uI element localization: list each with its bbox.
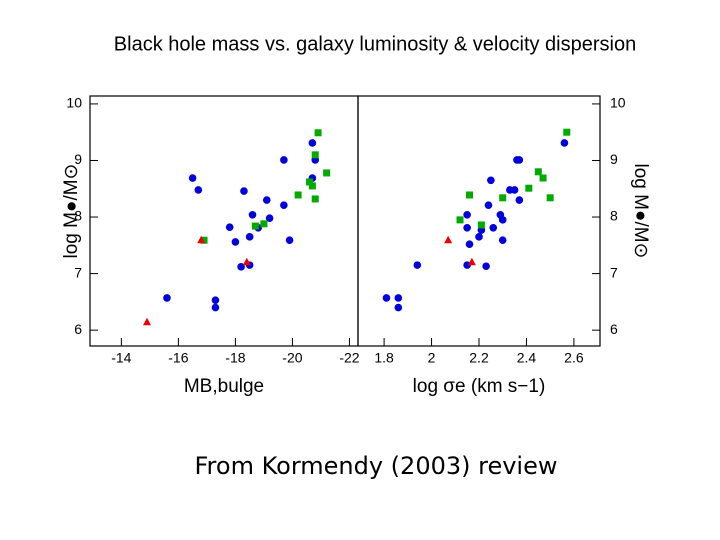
y-tick-label: 9 (610, 151, 618, 167)
data-point (394, 294, 403, 302)
y-tick-label: 6 (74, 321, 82, 337)
data-point (211, 296, 220, 304)
data-point (245, 233, 254, 241)
data-point (143, 317, 152, 326)
data-point (413, 261, 422, 269)
data-point (306, 178, 314, 186)
data-point (539, 174, 547, 182)
data-point (498, 236, 507, 245)
data-point (248, 210, 257, 219)
data-point (444, 235, 453, 244)
data-point (546, 194, 554, 202)
data-point (311, 195, 319, 203)
data-point (237, 263, 245, 271)
data-point (242, 257, 251, 266)
data-point (456, 216, 464, 224)
data-point (188, 174, 197, 182)
data-point (308, 139, 317, 147)
x-tick-label: 2 (428, 350, 436, 366)
data-point (294, 191, 302, 199)
data-point (525, 184, 533, 192)
data-point (323, 169, 331, 177)
data-point (467, 257, 476, 266)
data-point (285, 236, 294, 245)
x-tick-label: 2.2 (469, 350, 489, 366)
y-tick-label: 7 (610, 264, 618, 280)
y-axis-label: log M●/M⊙ (630, 164, 651, 259)
data-point (280, 201, 288, 209)
data-point (463, 210, 471, 219)
data-point (482, 262, 490, 271)
data-point (262, 196, 271, 204)
data-point (308, 182, 316, 190)
slide-title: Black hole mass vs. galaxy luminosity & … (114, 33, 636, 55)
data-point (200, 236, 208, 244)
data-point (280, 156, 288, 164)
y-tick-label: 8 (610, 208, 618, 224)
y-tick-label: 10 (66, 95, 82, 111)
data-point (489, 223, 498, 232)
x-axis-label: log σe (km s−1) (413, 376, 546, 397)
data-point (484, 201, 493, 209)
data-point (260, 220, 268, 228)
x-tick-label: -22 (339, 350, 359, 366)
data-point (563, 128, 571, 136)
data-point (311, 151, 319, 159)
x-tick-label: -18 (225, 350, 245, 366)
data-point (382, 294, 391, 302)
data-point (487, 176, 495, 185)
data-point (211, 303, 220, 312)
data-point (465, 240, 474, 248)
y-tick-label: 9 (74, 151, 82, 167)
caption: From Kormendy (2003) review (195, 452, 558, 480)
data-point (240, 187, 248, 195)
data-point (314, 129, 322, 137)
x-axis-label: MB,bulge (184, 376, 264, 397)
data-point (194, 186, 203, 194)
x-tick-label: 2.4 (517, 350, 537, 366)
data-point (534, 168, 542, 176)
y-tick-label: 7 (74, 264, 82, 280)
data-point (251, 222, 259, 230)
data-point (225, 223, 234, 232)
data-point (466, 191, 474, 199)
data-point (394, 303, 403, 312)
data-point (515, 196, 524, 204)
data-point (463, 223, 471, 232)
data-point (475, 233, 483, 241)
y-tick-label: 6 (610, 321, 618, 337)
data-point (231, 238, 240, 246)
x-tick-label: -14 (111, 350, 131, 366)
data-point (498, 216, 507, 224)
y-axis-label: log M●/M⊙ (61, 164, 82, 259)
data-point (560, 139, 569, 147)
y-tick-label: 8 (74, 208, 82, 224)
x-tick-label: -20 (282, 350, 302, 366)
data-point (197, 235, 206, 244)
data-point (265, 214, 274, 222)
data-point (477, 221, 485, 229)
x-tick-label: 2.6 (564, 350, 584, 366)
data-point (515, 156, 524, 164)
data-point (499, 194, 507, 202)
y-tick-label: 10 (610, 95, 626, 111)
data-point (510, 186, 519, 194)
x-tick-label: -16 (168, 350, 188, 366)
data-point (163, 294, 171, 302)
x-tick-label: 1.8 (374, 350, 394, 366)
